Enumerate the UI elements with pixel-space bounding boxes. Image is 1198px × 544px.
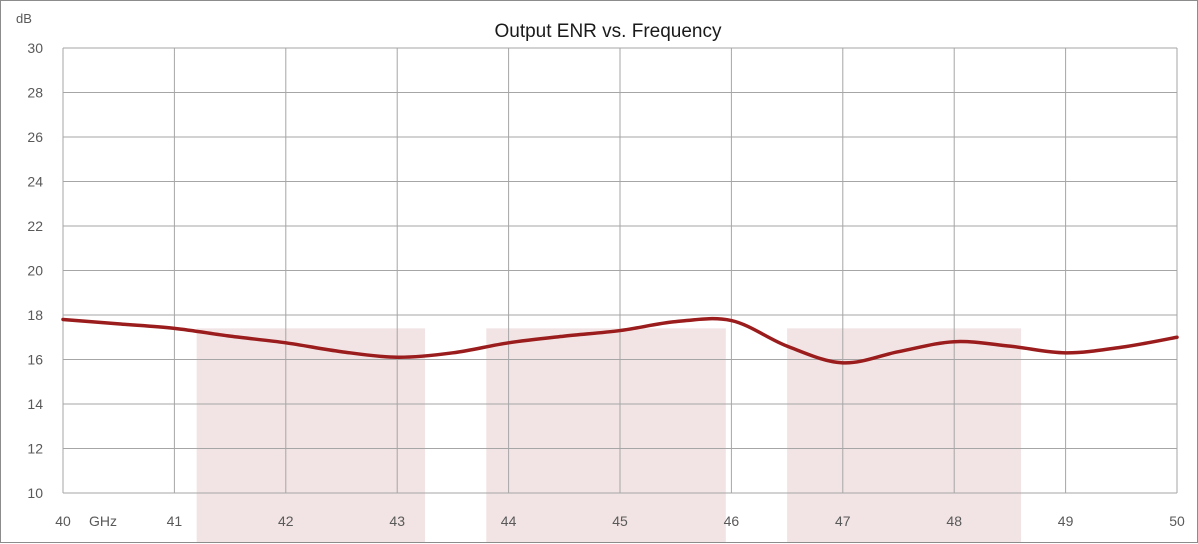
- y-tick-label: 10: [27, 485, 43, 501]
- y-tick-label: 18: [27, 307, 43, 323]
- y-tick-label: 16: [27, 352, 43, 368]
- series-layer: [61, 316, 1179, 365]
- x-tick-label: 45: [612, 513, 628, 529]
- x-axis-unit-label: GHz: [89, 513, 117, 529]
- y-tick-label: 12: [27, 441, 43, 457]
- series-line-1: [61, 316, 1179, 365]
- y-tick-label: 28: [27, 85, 43, 101]
- x-tick-label: 40: [55, 513, 71, 529]
- chart-title: Output ENR vs. Frequency: [494, 21, 722, 42]
- y-tick-label: 26: [27, 129, 43, 145]
- y-tick-label: 30: [27, 40, 43, 56]
- x-tick-label: 46: [724, 513, 740, 529]
- x-tick-label: 42: [278, 513, 294, 529]
- x-tick-label: 47: [835, 513, 851, 529]
- highlight-band-1: [196, 328, 426, 542]
- tick-labels: 10 12 14 16 18 20 22 24 26 28 30 40 41 42 43 44 45 46 47 48…: [27, 40, 1185, 529]
- highlight-band-2: [486, 328, 726, 542]
- x-tick-label: 43: [389, 513, 405, 529]
- y-tick-label: 22: [27, 218, 43, 234]
- x-tick-label: 50: [1169, 513, 1185, 529]
- x-tick-label: 49: [1058, 513, 1074, 529]
- y-tick-label: 20: [27, 263, 43, 279]
- x-tick-label: 48: [946, 513, 962, 529]
- y-axis-unit-label: dB: [16, 11, 32, 26]
- highlight-bands: [196, 328, 1022, 542]
- x-tick-label: 44: [501, 513, 517, 529]
- y-tick-label: 14: [27, 396, 43, 412]
- y-tick-label: 24: [27, 174, 43, 190]
- highlight-band-3: [787, 328, 1022, 542]
- gridlines: [62, 47, 1178, 494]
- x-tick-label: 41: [167, 513, 183, 529]
